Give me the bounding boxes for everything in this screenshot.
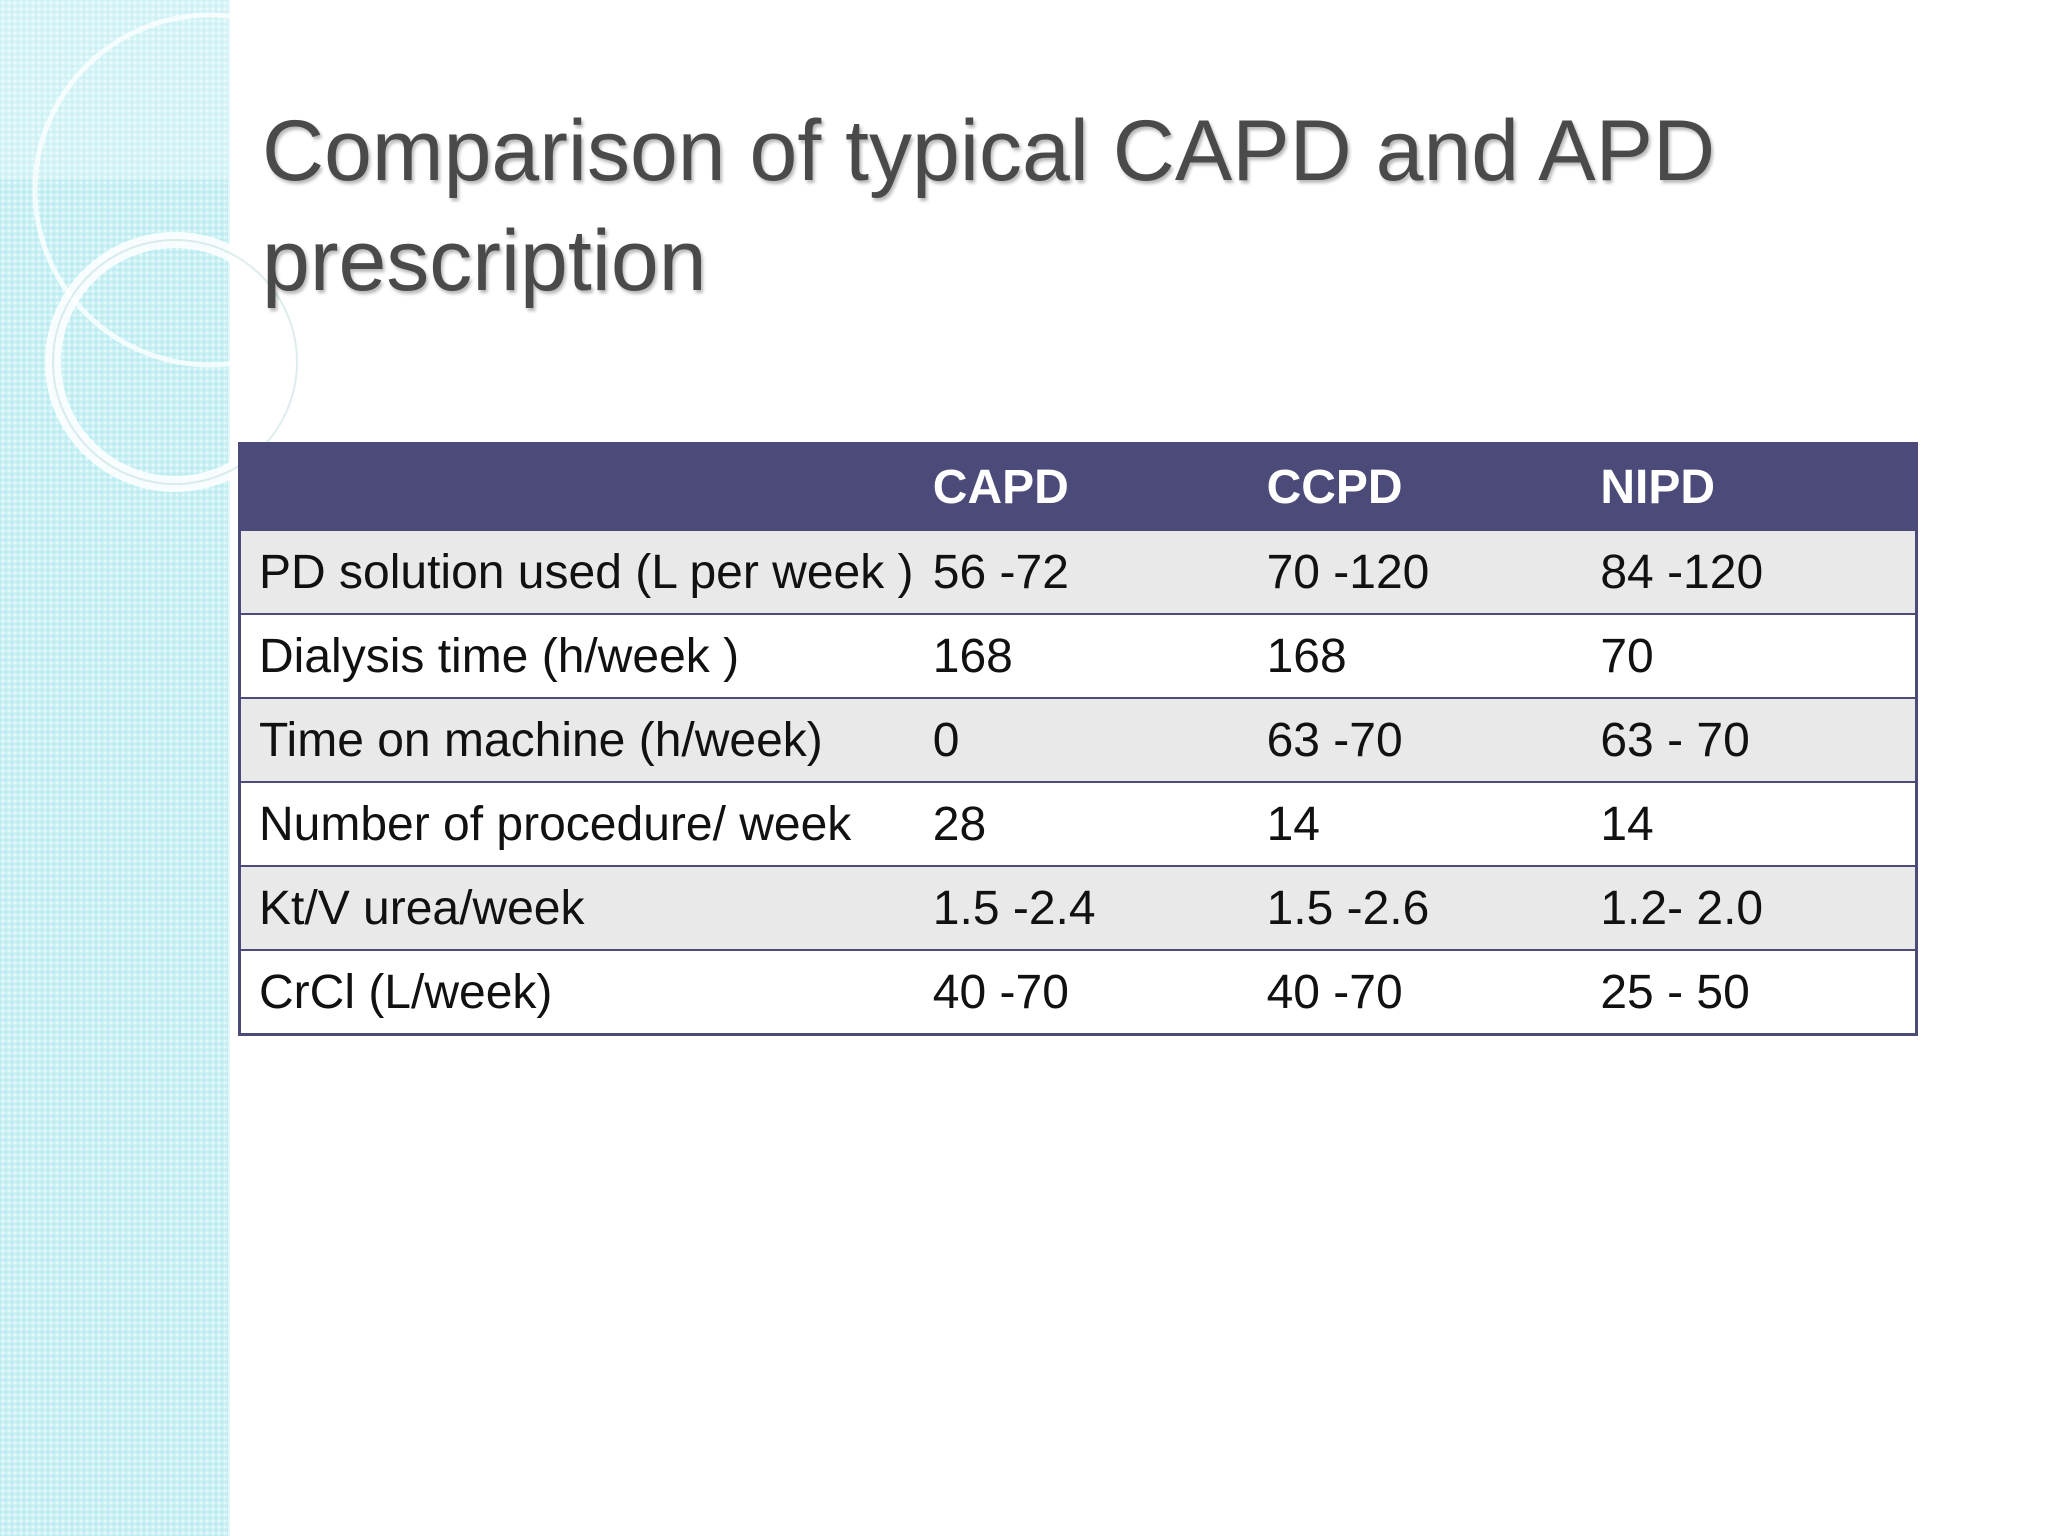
row-capd-value: 56 -72 [932, 545, 1069, 599]
title-line-1: Comparison of typical CAPD and APD [262, 103, 1716, 199]
row-capd-value: 40 -70 [932, 965, 1069, 1019]
row-capd-value: 28 [932, 797, 987, 851]
prescription-comparison-table: CAPD CCPD NIPD PD solution used (L per w… [238, 442, 1918, 1036]
row-parameter: Time on machine (h/week) [259, 713, 823, 767]
slide-title: Comparison of typical CAPD and APD presc… [262, 96, 1962, 316]
band-highlight [0, 0, 228, 180]
decorative-side-band [0, 0, 230, 1536]
row-capd-value: 1.5 -2.4 [932, 881, 1096, 935]
row-parameter: Number of procedure/ week [259, 797, 852, 851]
title-line-2: prescription [262, 213, 707, 309]
table-row: Dialysis time (h/week ) 168 168 70 [239, 613, 1917, 698]
table-row: Time on machine (h/week) 0 63 -70 63 - 7… [239, 697, 1917, 782]
row-ccpd-value: 14 [1266, 797, 1320, 851]
row-ccpd-value: 1.5 -2.6 [1266, 881, 1430, 935]
row-parameter: Dialysis time (h/week ) [259, 629, 740, 683]
table-row: Kt/V urea/week 1.5 -2.4 1.5 -2.6 1.2- 2.… [239, 865, 1917, 950]
header-cell-capd: CAPD [932, 460, 1069, 514]
row-nipd-value: 84 -120 [1600, 545, 1764, 599]
table-row: Number of procedure/ week 28 14 14 [239, 781, 1917, 866]
row-nipd-value: 70 [1600, 629, 1654, 683]
row-nipd-value: 14 [1600, 797, 1654, 851]
row-capd-value: 168 [932, 629, 1013, 683]
row-nipd-value: 25 - 50 [1600, 965, 1750, 1019]
row-nipd-value: 63 - 70 [1600, 713, 1750, 767]
row-ccpd-value: 40 -70 [1266, 965, 1403, 1019]
row-ccpd-value: 168 [1266, 629, 1347, 683]
row-ccpd-value: 70 -120 [1266, 545, 1430, 599]
row-ccpd-value: 63 -70 [1266, 713, 1403, 767]
table-header-row: CAPD CCPD NIPD [239, 443, 1917, 530]
table-row: PD solution used (L per week ) 56 -72 70… [239, 529, 1917, 614]
row-parameter: CrCl (L/week) [259, 965, 553, 1019]
table-row: CrCl (L/week) 40 -70 40 -70 25 - 50 [239, 949, 1917, 1034]
header-cell-ccpd: CCPD [1266, 460, 1403, 514]
header-cell-parameter [240, 444, 915, 530]
header-cell-nipd: NIPD [1600, 460, 1716, 514]
row-parameter: PD solution used (L per week ) [259, 545, 914, 599]
row-nipd-value: 1.2- 2.0 [1600, 881, 1764, 935]
row-parameter: Kt/V urea/week [259, 881, 585, 935]
row-capd-value: 0 [932, 713, 960, 767]
